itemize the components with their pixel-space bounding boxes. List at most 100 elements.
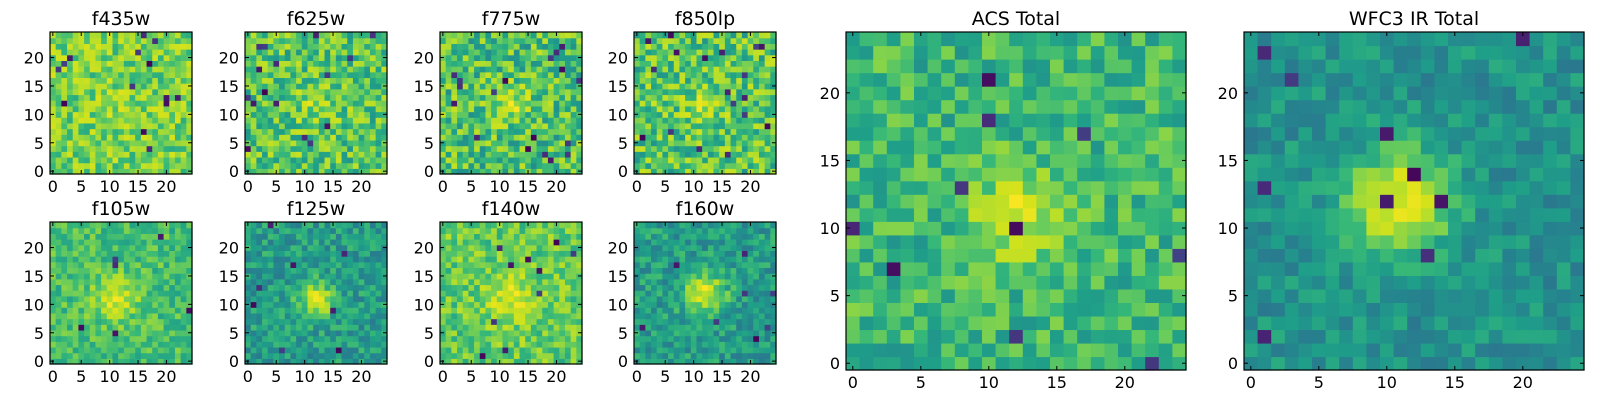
heatmap-cell: [491, 168, 498, 175]
heatmap-cell: [736, 151, 743, 158]
heatmap-cell: [369, 233, 377, 240]
heatmap-cell: [106, 145, 114, 152]
heatmap-cell: [513, 49, 521, 56]
heatmap-cell: [713, 324, 720, 331]
heatmap-cell: [256, 295, 263, 303]
heatmap-cell: [174, 77, 182, 84]
heatmap-cell: [101, 358, 108, 365]
heatmap-cell: [662, 301, 669, 308]
heatmap-cell: [157, 352, 165, 359]
heatmap-cell: [335, 151, 343, 158]
heatmap-cell: [639, 341, 646, 348]
heatmap-cell: [519, 312, 526, 320]
heatmap-cell: [542, 156, 549, 164]
heatmap-cell: [564, 352, 572, 359]
heatmap-cell: [468, 156, 475, 164]
heatmap-cell: [770, 341, 777, 348]
heatmap-cell: [457, 100, 464, 107]
heatmap-cell: [747, 128, 754, 135]
heatmap-cell: [679, 151, 686, 158]
heatmap-cell: [55, 318, 62, 325]
heatmap-cell: [662, 66, 669, 73]
heatmap-cell: [462, 341, 469, 348]
heatmap-cell: [296, 273, 303, 280]
heatmap-cell: [685, 60, 692, 67]
heatmap-cell: [730, 134, 737, 141]
heatmap-cell: [364, 105, 371, 113]
heatmap-cell: [375, 312, 382, 320]
heatmap-cell: [324, 105, 331, 113]
heatmap-cell: [479, 250, 487, 257]
heatmap-cell: [112, 261, 119, 269]
heatmap-cell: [369, 284, 377, 291]
heatmap-cell: [724, 77, 732, 84]
heatmap-cell: [180, 222, 187, 229]
heatmap-cell: [106, 117, 114, 124]
heatmap-cell: [341, 358, 348, 365]
heatmap-cell: [313, 244, 320, 251]
heatmap-cell: [508, 122, 515, 130]
heatmap-cell: [519, 111, 526, 118]
heatmap-cell: [485, 267, 492, 274]
heatmap-cell: [645, 49, 652, 56]
heatmap-cell: [313, 43, 320, 50]
heatmap-cell: [174, 278, 182, 286]
heatmap-cell: [474, 94, 481, 101]
heatmap-cell: [445, 145, 452, 152]
heatmap-cell: [564, 267, 572, 274]
heatmap-cell: [639, 352, 646, 359]
heatmap-cell: [152, 267, 159, 274]
heatmap-cell: [445, 168, 452, 175]
heatmap-cell: [758, 105, 766, 113]
heatmap-cell: [485, 122, 492, 130]
heatmap-cell: [273, 49, 280, 56]
heatmap-cell: [519, 233, 526, 240]
heatmap-cell: [508, 162, 515, 169]
heatmap-cell: [152, 71, 159, 79]
heatmap-cell: [135, 122, 142, 130]
heatmap-cell: [330, 54, 337, 61]
heatmap-cell: [547, 256, 555, 263]
heatmap-cell: [157, 341, 165, 348]
heatmap-cell: [770, 77, 777, 84]
heatmap-cell: [713, 295, 720, 303]
heatmap-cell: [457, 94, 464, 101]
heatmap-cell: [284, 145, 292, 152]
heatmap-cell: [284, 244, 292, 251]
heatmap-cell: [702, 346, 709, 354]
heatmap-cell: [758, 100, 766, 107]
heatmap-cell: [129, 66, 136, 73]
heatmap-cell: [702, 295, 709, 303]
heatmap-cell: [639, 145, 646, 152]
heatmap-cell: [313, 49, 320, 56]
heatmap-cell: [341, 352, 348, 359]
heatmap-cell: [347, 100, 354, 107]
heatmap-cell: [352, 54, 360, 61]
heatmap-cell: [262, 49, 269, 56]
heatmap-cell: [673, 117, 681, 124]
heatmap-cell: [273, 250, 280, 257]
heatmap-cell: [61, 273, 68, 280]
heatmap-cell: [358, 227, 365, 234]
heatmap-cell: [741, 156, 749, 164]
heatmap-cell: [146, 134, 153, 141]
heatmap-cell: [101, 329, 108, 337]
heatmap-cell: [101, 324, 108, 331]
heatmap-cell: [112, 88, 119, 96]
heatmap-cell: [55, 250, 62, 257]
heatmap-cell: [157, 139, 165, 147]
heatmap-cell: [542, 105, 549, 113]
heatmap-cell: [146, 139, 153, 147]
heatmap-cell: [157, 233, 165, 240]
heatmap-cell: [451, 233, 458, 240]
heatmap-cell: [741, 341, 749, 348]
heatmap-cell: [180, 32, 187, 39]
heatmap-cell: [479, 49, 487, 56]
heatmap-cell: [186, 156, 193, 164]
heatmap-cell: [651, 145, 658, 152]
heatmap-cell: [67, 239, 74, 246]
heatmap-cell: [324, 233, 331, 240]
heatmap-cell: [279, 37, 286, 44]
heatmap-cell: [547, 66, 555, 73]
heatmap-cell: [67, 117, 74, 124]
